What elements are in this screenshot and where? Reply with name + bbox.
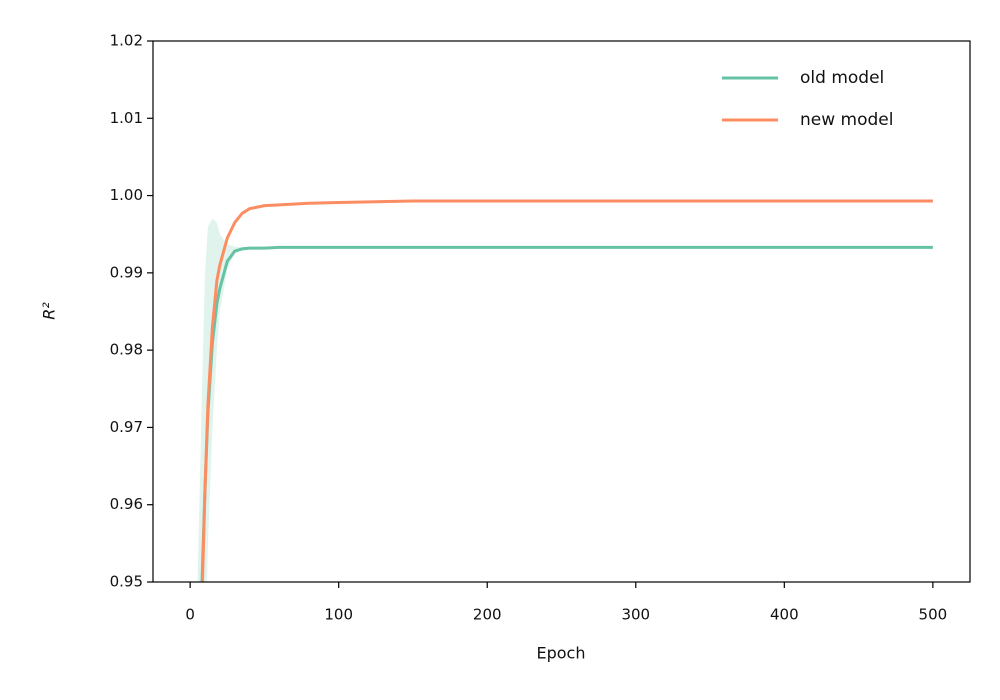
y-tick-label: 0.97 — [110, 418, 143, 436]
legend-label: new model — [800, 110, 893, 130]
plot-area — [197, 199, 933, 582]
line — [200, 199, 933, 582]
x-tick-label: 200 — [473, 606, 502, 624]
x-tick-label: 0 — [185, 606, 195, 624]
y-tick-label: 0.99 — [110, 263, 143, 281]
legend-label: old model — [800, 68, 884, 88]
y-tick-label: 0.95 — [110, 573, 143, 591]
y-tick-label: 1.01 — [110, 109, 143, 127]
plot-frame — [152, 40, 971, 583]
x-axis-label: Epoch — [537, 644, 586, 663]
x-tick-label: 100 — [324, 606, 353, 624]
y-tick-label: 1.00 — [110, 186, 143, 204]
x-tick-label: 300 — [621, 606, 650, 624]
confidence-band — [197, 218, 933, 582]
y-axis-label: R² — [40, 302, 59, 320]
line — [200, 245, 933, 582]
x-tick-label: 500 — [919, 606, 948, 624]
x-tick-label: 400 — [770, 606, 799, 624]
y-tick-label: 0.98 — [110, 341, 143, 359]
y-tick-label: 0.96 — [110, 495, 143, 513]
y-tick-label: 1.02 — [110, 32, 143, 50]
